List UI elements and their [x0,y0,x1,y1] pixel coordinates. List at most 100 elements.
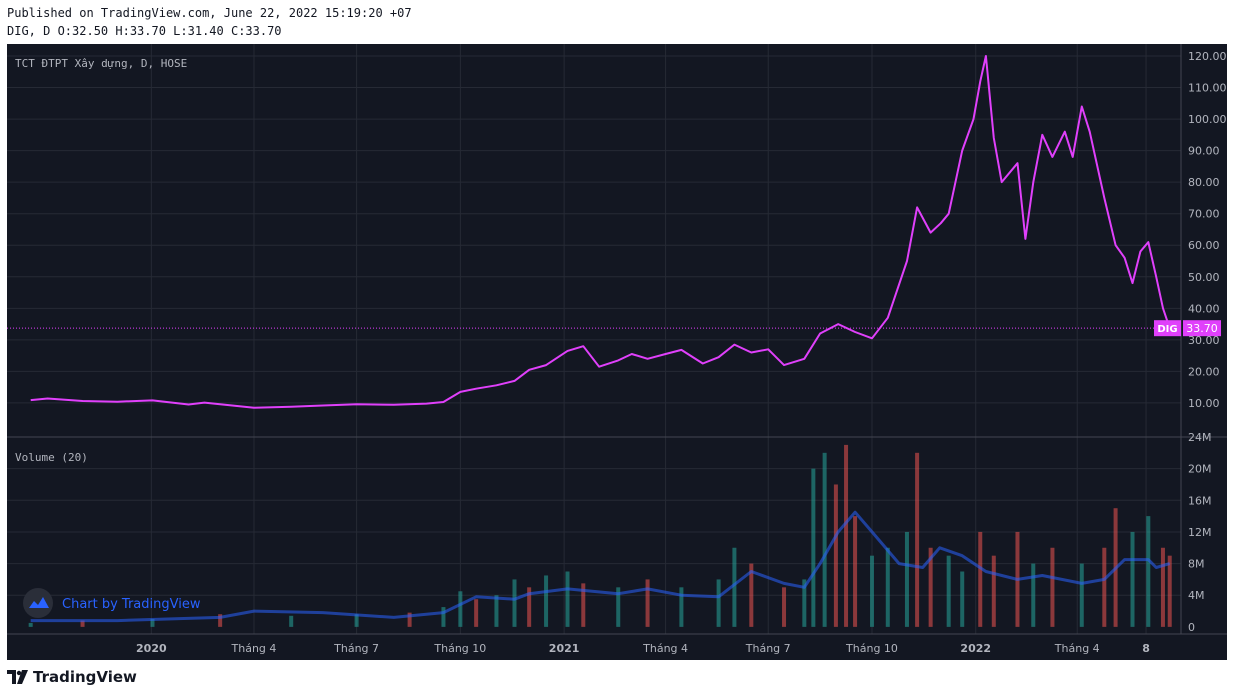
footer-logo-text: TradingView [33,668,137,686]
volume-bar [844,444,849,627]
price-series: DIG 33.70 [7,55,1221,409]
volume-bar [527,587,532,627]
series-name-label: DIG [1157,324,1177,335]
tradingview-logo-icon [7,670,28,684]
volume-bar [822,452,827,627]
volume-bar [782,587,787,627]
volume-bar [512,579,517,627]
volume-bar [354,614,359,627]
volume-bar [544,575,549,627]
last-price-badge [1183,320,1221,337]
volume-bar [1160,547,1165,627]
x-tick-label: 2022 [960,642,991,655]
volume-bar [811,468,816,627]
volume-bar [645,579,650,627]
volume-tick-label: 16M [1188,494,1212,507]
volume-bar [853,516,858,627]
price-tick-label: 30.00 [1188,334,1220,347]
volume-pane-title: Volume (20) [15,451,88,464]
volume-bar [218,614,223,627]
axis-labels: 2020 Tháng 4 Tháng 7 Tháng 10 2021 Tháng 4 Thá… [136,50,1226,655]
series-name-badge [1154,320,1181,337]
volume-tick-label: 0 [1188,621,1195,634]
cloud-icon-background [23,588,53,618]
x-tick-label: Tháng 4 [642,642,688,655]
volume-bar [802,579,807,627]
volume-bar [1130,531,1135,627]
volume-bar [616,587,621,627]
volume-ma-line [30,510,1171,623]
price-tick-label: 100.00 [1188,113,1227,126]
x-tick-label: Tháng 4 [231,642,277,655]
price-line [30,55,1171,409]
price-tick-label: 20.00 [1188,365,1220,378]
x-tick-label: 8 [1142,642,1150,655]
price-tick-label: 120.00 [1188,50,1227,63]
volume-bar [407,612,412,627]
volume-bar [928,547,933,627]
price-tick-label: 40.00 [1188,302,1220,315]
volume-bar [289,615,294,627]
volume-tick-label: 8M [1188,558,1205,571]
volume-bar [1146,516,1151,627]
watermark-text[interactable]: Chart by TradingView [62,597,201,612]
volume-bar [679,587,684,627]
volume-bar [915,452,920,627]
x-tick-label: 2021 [549,642,580,655]
ohlc-info: DIG, D O:32.50 H:33.70 L:31.40 C:33.70 [7,24,282,38]
tradingview-watermark[interactable]: Chart by TradingView [23,588,201,618]
price-tick-label: 70.00 [1188,208,1220,221]
volume-bar [80,620,85,627]
volume-bar [991,555,996,627]
volume-tick-label: 20M [1188,463,1212,476]
price-tick-label: 60.00 [1188,239,1220,252]
gridlines [7,44,1181,634]
volume-bar [1079,563,1084,627]
footer-logo[interactable]: TradingView [7,668,137,686]
price-tick-label: 80.00 [1188,176,1220,189]
volume-bar [28,622,33,627]
last-price-value: 33.70 [1186,322,1218,335]
volume-bars [28,444,1172,627]
published-info: Published on TradingView.com, June 22, 2… [7,6,412,20]
volume-bar [441,607,446,627]
volume-ma [30,510,1171,623]
volume-bar [960,571,965,627]
volume-bar [885,547,890,627]
volume-bar [946,555,951,627]
volume-tick-label: 24M [1188,431,1212,444]
price-pane-title: TCT ĐTPT Xây dựng, D, HOSE [15,57,187,70]
volume-bar [150,618,155,627]
volume-bar [833,484,838,627]
volume-bar [904,531,909,627]
cloud-icon [29,597,49,608]
price-tick-label: 90.00 [1188,145,1220,158]
volume-bar [716,579,721,627]
volume-tick-label: 12M [1188,526,1212,539]
volume-bar [565,571,570,627]
x-tick-label: Tháng 10 [845,642,898,655]
volume-bar [1031,563,1036,627]
chart-background [7,44,1227,660]
volume-bar [978,531,983,627]
volume-bar [732,547,737,627]
x-tick-label: Tháng 7 [333,642,379,655]
volume-bar [1167,555,1172,627]
volume-bar [749,563,754,627]
volume-bar [474,599,479,627]
volume-tick-label: 4M [1188,589,1205,602]
x-tick-label: 2020 [136,642,167,655]
price-tick-label: 10.00 [1188,397,1220,410]
volume-bar [581,583,586,627]
volume-bar [1050,547,1055,627]
x-tick-label: Tháng 10 [433,642,486,655]
x-tick-label: Tháng 7 [745,642,791,655]
price-tick-label: 50.00 [1188,271,1220,284]
price-tick-label: 110.00 [1188,82,1227,95]
volume-bar [869,555,874,627]
x-tick-label: Tháng 4 [1054,642,1100,655]
volume-bar [1102,547,1107,627]
volume-bar [494,595,499,627]
volume-bar [458,591,463,627]
